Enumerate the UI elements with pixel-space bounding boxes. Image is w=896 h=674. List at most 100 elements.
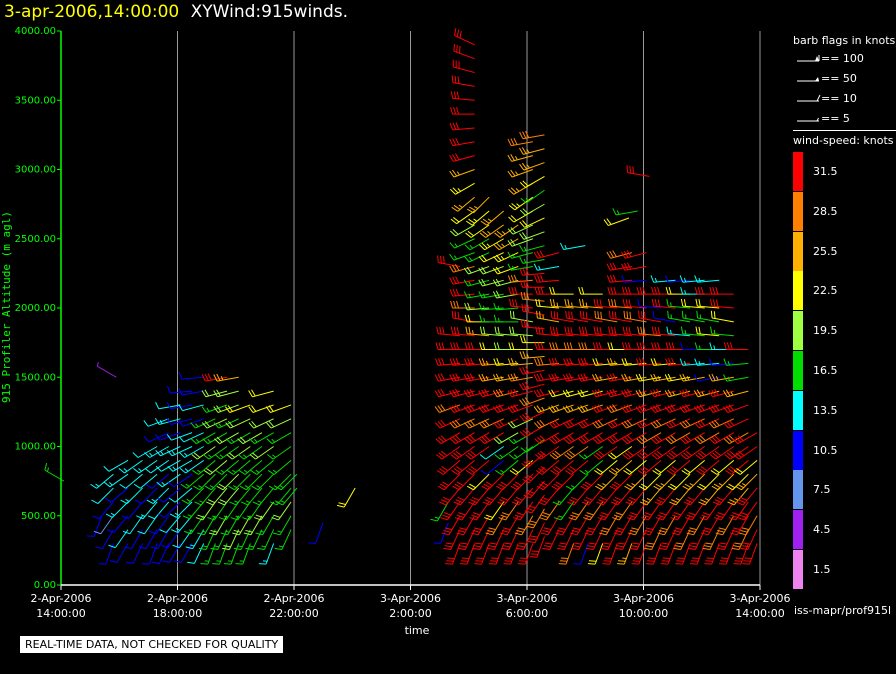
wind-barb: [608, 298, 632, 309]
wind-barb: [272, 515, 292, 536]
wind-barb: [449, 373, 475, 382]
wind-barb: [507, 263, 533, 271]
wind-barb: [519, 244, 545, 252]
wind-barb: [621, 342, 647, 351]
colorscale-swatch: [793, 231, 803, 271]
wind-barb: [591, 388, 618, 398]
wind-barb: [581, 487, 604, 506]
wind-barb: [637, 326, 662, 337]
wind-barb: [621, 418, 647, 429]
wind-barb: [240, 487, 263, 506]
wind-barb: [220, 515, 240, 536]
wind-barb: [538, 487, 560, 506]
wind-barb: [495, 459, 519, 475]
wind-barb: [597, 501, 618, 521]
wind-barb: [527, 522, 545, 544]
wind-barb: [494, 224, 519, 238]
wind-barb: [274, 473, 298, 491]
wind-barb: [696, 310, 720, 323]
wind-barb: [507, 238, 533, 247]
wind-barb: [666, 459, 691, 475]
wind-barb: [578, 446, 604, 460]
wind-barb: [733, 446, 758, 460]
wind-barb: [723, 374, 749, 382]
wind-barb: [136, 501, 158, 520]
wind-barb: [217, 487, 240, 506]
wind-barb: [557, 529, 575, 551]
wind-barb: [651, 446, 676, 460]
wind-barb: [449, 357, 475, 366]
wind-barb: [494, 326, 519, 337]
wind-barb: [667, 310, 691, 323]
wind-barb: [534, 432, 560, 445]
wind-barb: [449, 224, 475, 237]
wind-barb-chart: 2-Apr-2006 14:00:00 2-Apr-2006 18:00:00 2-Ap…: [0, 26, 790, 637]
wind-barb: [450, 210, 475, 225]
wind-barb: [521, 303, 545, 316]
wind-barb: [430, 501, 449, 522]
wind-barb: [452, 473, 475, 491]
wind-barb: [683, 487, 706, 506]
wind-barb: [104, 487, 129, 503]
wind-barb: [274, 529, 292, 551]
wind-barb: [563, 418, 589, 429]
wind-barb: [184, 515, 205, 535]
wind-barb: [664, 389, 691, 398]
wind-barb: [464, 342, 490, 351]
wind-barb: [718, 543, 735, 565]
wind-barb: [680, 432, 705, 445]
wind-barb: [122, 515, 143, 535]
wind-barb: [436, 459, 461, 475]
wind-barb: [103, 473, 129, 488]
wind-barb: [587, 543, 604, 565]
colorscale-label: 25.5: [813, 244, 838, 258]
wind-barb: [722, 404, 749, 413]
wind-barb: [156, 473, 181, 488]
wind-barb: [600, 529, 618, 551]
wind-barb: [652, 459, 676, 475]
wind-barb: [206, 487, 228, 506]
wind-barb: [210, 529, 228, 551]
wind-barb: [434, 418, 461, 429]
y-tick-label: 1500.00: [15, 372, 56, 383]
x-tick-time: 14:00:00: [735, 607, 784, 620]
wind-barb: [238, 459, 263, 475]
wind-barb: [507, 224, 534, 235]
wind-barb: [654, 487, 676, 506]
wind-barb: [523, 480, 545, 499]
wind-barb: [591, 373, 618, 382]
wind-barb: [507, 169, 533, 178]
wind-barb: [733, 543, 749, 565]
wind-barb: [669, 487, 691, 506]
wind-barb: [193, 473, 216, 491]
wind-barb: [524, 494, 545, 514]
y-tick-label: 3000.00: [15, 165, 56, 176]
wind-barb: [198, 529, 216, 551]
wind-barb: [453, 43, 475, 60]
wind-barb: [493, 432, 519, 445]
wind-barb: [549, 326, 574, 337]
wind-barb: [132, 446, 158, 458]
wind-barb: [650, 388, 676, 398]
wind-barb: [625, 487, 647, 506]
wind-barb: [568, 501, 589, 521]
wind-barb: [478, 278, 504, 287]
wind-barb: [694, 418, 720, 429]
wind-barb: [552, 487, 574, 506]
wind-barb: [646, 543, 662, 565]
wind-barb: [606, 250, 632, 259]
wind-barb: [679, 388, 705, 398]
wind-barb: [593, 446, 618, 460]
wind-barb: [213, 389, 239, 398]
wind-barb: [449, 432, 475, 445]
wind-barb: [267, 446, 292, 460]
wind-barb: [493, 302, 519, 311]
wind-barb: [695, 446, 720, 460]
wind-barb: [695, 298, 720, 309]
wind-barb: [255, 515, 275, 536]
wind-barb: [106, 515, 129, 534]
wind-barb: [478, 373, 504, 382]
wind-barb: [542, 529, 560, 551]
data-quality-disclaimer: REAL-TIME DATA, NOT CHECKED FOR QUALITY: [20, 636, 284, 653]
wind-speed-title: wind-speed: knots: [793, 134, 894, 147]
